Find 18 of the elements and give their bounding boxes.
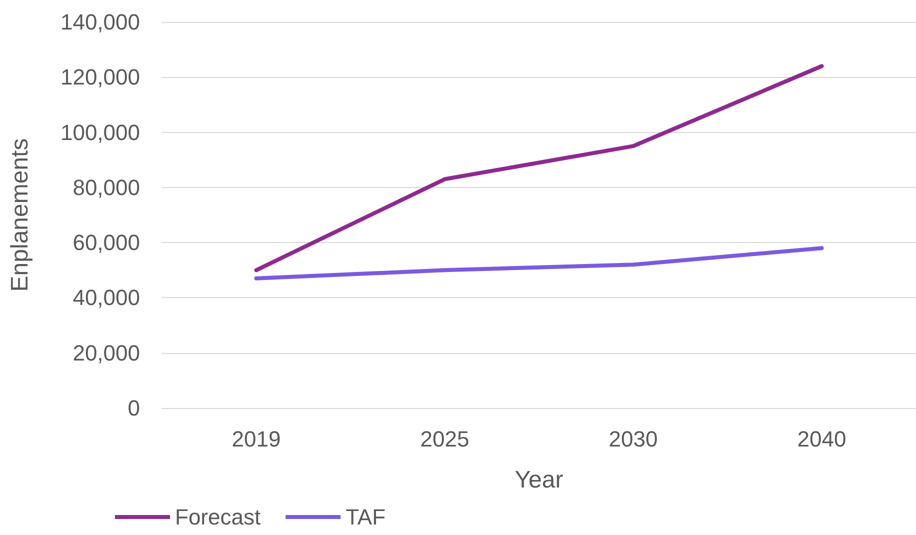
legend-label: TAF: [346, 504, 386, 530]
y-axis-title: Enplanements: [6, 138, 34, 292]
y-tick-label: 60,000: [72, 230, 140, 256]
y-tick-label: 20,000: [72, 340, 140, 366]
x-tick-label: 2025: [420, 426, 470, 452]
y-tick-label: 100,000: [60, 120, 140, 145]
x-axis-title: Year: [514, 466, 564, 494]
y-tick-label: 40,000: [72, 285, 140, 310]
y-tick-label: 80,000: [72, 174, 140, 200]
y-tick-label: 0: [128, 396, 140, 420]
line-series: [254, 246, 824, 280]
x-tick-label: 2019: [232, 426, 281, 452]
legend-label: Forecast: [175, 504, 261, 530]
y-tick-label: 120,000: [60, 64, 140, 90]
x-tick-label: 2040: [797, 426, 846, 452]
x-tick-label: 2030: [608, 426, 658, 452]
line-series: [254, 64, 824, 272]
y-tick-label: 140,000: [60, 10, 140, 34]
